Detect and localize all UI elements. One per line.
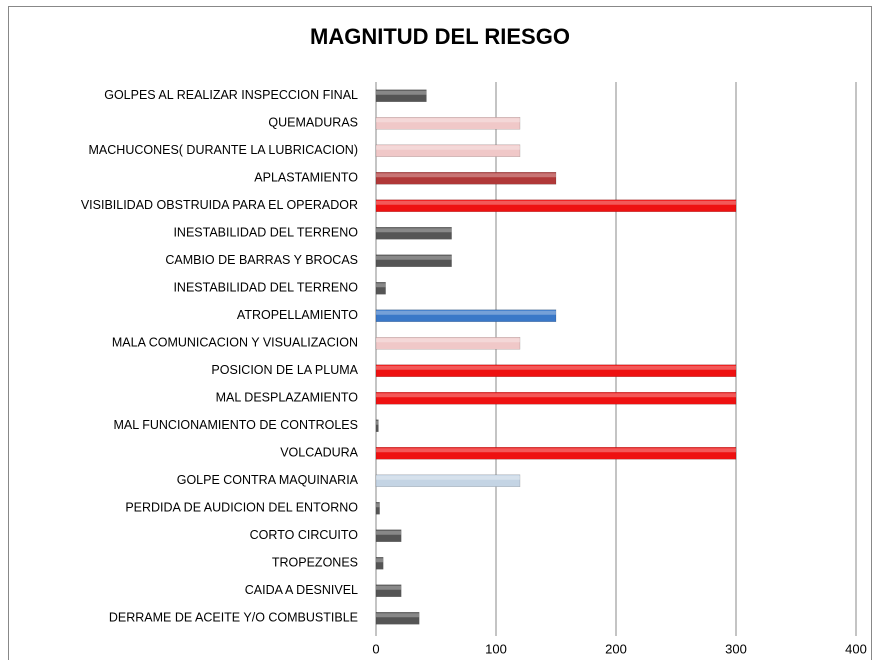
bar-highlight — [376, 448, 736, 453]
y-tick-label: POSICION DE LA PLUMA — [211, 363, 358, 377]
bar — [375, 254, 452, 267]
bar — [375, 172, 557, 185]
y-tick-label: DERRAME DE ACEITE Y/O COMBUSTIBLE — [109, 611, 358, 625]
y-tick-label: TROPEZONES — [272, 556, 358, 570]
bar-highlight — [376, 365, 736, 370]
x-tick-label: 400 — [845, 641, 867, 656]
bar — [375, 474, 521, 487]
bar-highlight — [376, 283, 386, 288]
bar — [375, 557, 384, 570]
bar-highlight — [376, 475, 520, 480]
x-tick-label: 300 — [725, 641, 747, 656]
bar — [375, 309, 557, 322]
bar-highlight — [376, 200, 736, 205]
bar-highlight — [376, 338, 520, 343]
bar-highlight — [376, 530, 402, 535]
y-tick-label: GOLPE CONTRA MAQUINARIA — [177, 473, 359, 487]
bar — [375, 337, 521, 350]
y-tick-label: INESTABILIDAD DEL TERRENO — [173, 281, 358, 295]
y-tick-label: INESTABILIDAD DEL TERRENO — [173, 226, 358, 240]
bar-highlight — [376, 173, 556, 178]
bar — [375, 364, 737, 377]
y-tick-label: GOLPES AL REALIZAR INSPECCION FINAL — [104, 88, 358, 102]
y-tick-label: ATROPELLAMIENTO — [237, 308, 358, 322]
bar — [375, 392, 737, 405]
x-tick-label: 100 — [485, 641, 507, 656]
bar — [375, 227, 452, 240]
y-tick-label: MALA COMUNICACION Y VISUALIZACION — [112, 336, 358, 350]
bar-highlight — [376, 585, 402, 590]
bar-highlight — [376, 393, 736, 398]
x-tick-label: 0 — [372, 641, 379, 656]
y-tick-label: CAMBIO DE BARRAS Y BROCAS — [165, 253, 358, 267]
bar-highlight — [376, 228, 452, 233]
bar — [375, 199, 737, 212]
y-tick-label: CAIDA A DESNIVEL — [245, 583, 358, 597]
bar — [375, 282, 386, 295]
bar-highlight — [376, 420, 379, 425]
bar — [375, 144, 521, 157]
bar-highlight — [376, 310, 556, 315]
bar — [375, 612, 420, 625]
y-tick-label: MACHUCONES( DURANTE LA LUBRICACION) — [89, 143, 358, 157]
bar — [375, 447, 737, 460]
bar — [375, 419, 379, 432]
y-tick-label: PERDIDA DE AUDICION DEL ENTORNO — [125, 501, 358, 515]
y-tick-label: MAL DESPLAZAMIENTO — [216, 391, 359, 405]
y-tick-label: MAL FUNCIONAMIENTO DE CONTROLES — [114, 418, 358, 432]
chart-frame — [8, 6, 872, 665]
bar-highlight — [376, 613, 420, 618]
bar — [375, 117, 521, 130]
y-tick-label: QUEMADURAS — [268, 116, 358, 130]
bar-highlight — [376, 255, 452, 260]
y-tick-label: VOLCADURA — [280, 446, 358, 460]
bar-highlight — [376, 558, 384, 563]
x-tick-label: 200 — [605, 641, 627, 656]
bar — [375, 584, 402, 597]
bar-highlight — [376, 503, 380, 508]
chart-title: MAGNITUD DEL RIESGO — [310, 24, 570, 49]
bar-highlight — [376, 118, 520, 123]
bar-highlight — [376, 145, 520, 150]
y-tick-label: CORTO CIRCUITO — [250, 528, 359, 542]
bar — [375, 89, 427, 102]
bar-highlight — [376, 90, 427, 95]
y-tick-label: VISIBILIDAD OBSTRUIDA PARA EL OPERADOR — [81, 198, 358, 212]
bar — [375, 529, 402, 542]
bar — [375, 502, 380, 515]
y-tick-label: APLASTAMIENTO — [254, 171, 358, 185]
